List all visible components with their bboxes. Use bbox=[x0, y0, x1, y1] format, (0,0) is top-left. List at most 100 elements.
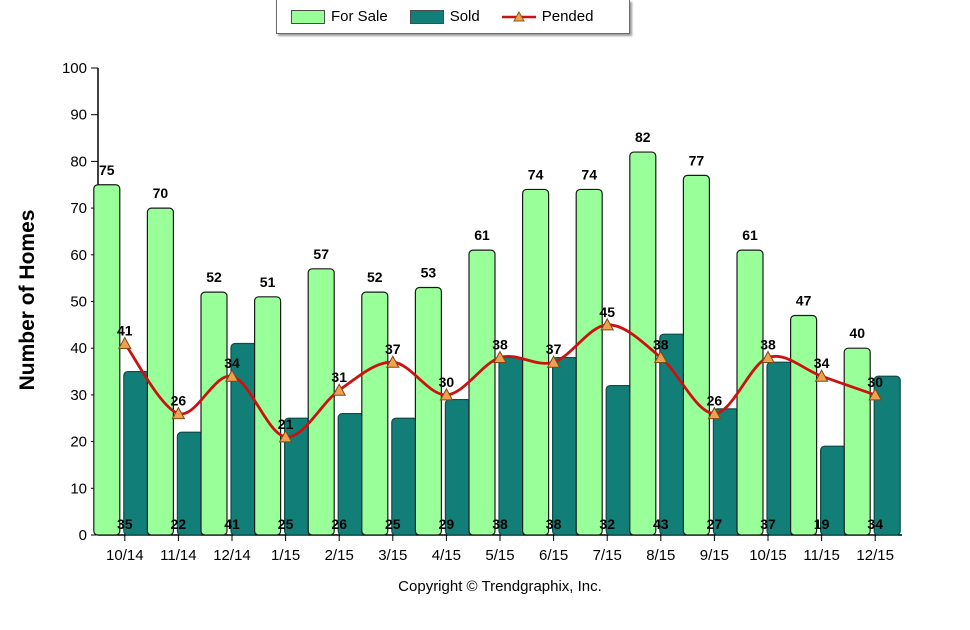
y-tick-label: 0 bbox=[79, 527, 87, 544]
x-tick-label: 8/15 bbox=[646, 547, 675, 564]
x-tick-label: 9/15 bbox=[700, 547, 729, 564]
sold-value-label: 41 bbox=[224, 516, 240, 532]
x-tick-label: 12/15 bbox=[856, 547, 894, 564]
sold-value-label: 35 bbox=[117, 516, 133, 532]
x-tick-label: 10/15 bbox=[749, 547, 787, 564]
pended-point-marker bbox=[814, 369, 829, 382]
for-sale-swatch bbox=[291, 9, 325, 24]
legend-item-sold: Sold bbox=[409, 8, 480, 25]
for-sale-value-label: 77 bbox=[689, 152, 705, 168]
for-sale-value-label: 52 bbox=[367, 269, 383, 285]
x-tick-label: 1/15 bbox=[271, 547, 300, 564]
for-sale-value-label: 40 bbox=[849, 325, 865, 341]
y-tick-label: 10 bbox=[70, 480, 87, 497]
for-sale-value-label: 53 bbox=[421, 264, 437, 280]
sold-value-label: 22 bbox=[171, 516, 187, 532]
bar-for-sale bbox=[307, 268, 335, 536]
sold-value-label: 38 bbox=[492, 516, 508, 532]
bar-for-sale bbox=[682, 174, 711, 536]
bar-for-sale bbox=[93, 184, 121, 536]
sold-value-label: 43 bbox=[653, 516, 669, 532]
x-tick-label: 11/14 bbox=[160, 547, 196, 564]
bar-sold bbox=[551, 356, 580, 536]
x-tick-label: 4/15 bbox=[432, 547, 461, 564]
pended-point-marker bbox=[761, 350, 775, 364]
y-tick-label: 20 bbox=[70, 434, 87, 451]
pended-value-label: 41 bbox=[117, 323, 133, 339]
y-tick-label: 30 bbox=[70, 387, 87, 404]
pended-point-marker bbox=[439, 387, 454, 401]
pended-value-label: 26 bbox=[171, 393, 187, 409]
sold-value-label: 26 bbox=[331, 516, 347, 532]
sold-value-label: 29 bbox=[439, 516, 455, 532]
bar-for-sale bbox=[200, 291, 228, 536]
pended-value-label: 26 bbox=[707, 393, 723, 409]
x-tick-label: 11/15 bbox=[803, 547, 839, 564]
legend-label-sold: Sold bbox=[449, 8, 480, 25]
pended-point-marker bbox=[332, 383, 347, 396]
sold-value-label: 37 bbox=[760, 516, 776, 532]
y-tick-label: 50 bbox=[70, 294, 87, 311]
bar-sold bbox=[873, 375, 901, 536]
pended-value-label: 38 bbox=[760, 337, 776, 353]
sold-value-label: 27 bbox=[707, 516, 723, 532]
bar-sold bbox=[230, 342, 258, 536]
x-tick-label: 3/15 bbox=[378, 547, 407, 564]
sold-value-label: 25 bbox=[385, 516, 401, 532]
x-tick-label: 6/15 bbox=[539, 547, 568, 564]
chart-legend: For Sale Sold Pended bbox=[276, 0, 630, 34]
legend-item-pended: Pended bbox=[501, 8, 594, 25]
legend-label-for-sale: For Sale bbox=[331, 8, 388, 25]
for-sale-value-label: 74 bbox=[528, 166, 544, 182]
y-tick-label: 100 bbox=[62, 60, 87, 77]
pended-point-marker bbox=[278, 429, 293, 443]
for-sale-value-label: 82 bbox=[635, 129, 651, 145]
pended-point-marker bbox=[868, 387, 883, 401]
pended-point-marker bbox=[600, 317, 615, 331]
pended-value-label: 30 bbox=[439, 374, 455, 390]
pended-point-marker bbox=[171, 406, 186, 420]
pended-value-label: 38 bbox=[653, 337, 669, 353]
pended-value-label: 38 bbox=[492, 337, 508, 353]
bar-sold bbox=[659, 333, 687, 536]
sold-value-label: 19 bbox=[814, 516, 830, 532]
legend-item-for-sale: For Sale bbox=[291, 8, 388, 25]
for-sale-value-label: 57 bbox=[313, 246, 329, 262]
pended-point-marker bbox=[707, 406, 722, 420]
pended-value-label: 30 bbox=[867, 374, 883, 390]
pended-point-marker bbox=[117, 336, 132, 350]
y-tick-label: 90 bbox=[70, 107, 87, 124]
for-sale-value-label: 47 bbox=[796, 293, 812, 309]
pended-value-label: 34 bbox=[224, 355, 240, 371]
pended-value-label: 34 bbox=[814, 355, 830, 371]
sold-value-label: 25 bbox=[278, 516, 294, 532]
bar-sold bbox=[605, 384, 633, 536]
pended-point-marker bbox=[225, 369, 239, 382]
pended-line-swatch bbox=[501, 10, 536, 21]
for-sale-value-label: 61 bbox=[474, 227, 490, 243]
sold-value-label: 32 bbox=[599, 516, 615, 532]
y-tick-label: 40 bbox=[70, 340, 87, 357]
bar-sold bbox=[766, 361, 794, 536]
pended-value-label: 37 bbox=[546, 341, 562, 357]
pended-point-marker bbox=[546, 355, 561, 368]
pended-point-marker bbox=[385, 355, 400, 368]
pended-value-label: 37 bbox=[385, 341, 401, 357]
bar-for-sale bbox=[146, 207, 174, 536]
y-tick-label: 70 bbox=[70, 200, 87, 217]
bar-for-sale bbox=[843, 347, 871, 536]
x-tick-label: 12/14 bbox=[213, 547, 251, 564]
for-sale-value-label: 70 bbox=[153, 185, 169, 201]
bar-for-sale bbox=[736, 249, 764, 536]
legend-label-pended: Pended bbox=[541, 8, 594, 25]
sold-value-label: 34 bbox=[867, 516, 883, 532]
pended-point-marker bbox=[653, 350, 668, 364]
sold-swatch bbox=[409, 9, 444, 24]
bar-for-sale bbox=[361, 291, 389, 536]
x-tick-label: 10/14 bbox=[106, 547, 144, 564]
for-sale-value-label: 51 bbox=[260, 274, 276, 290]
bar-sold bbox=[444, 398, 472, 536]
pended-value-label: 45 bbox=[599, 304, 615, 320]
pended-point-marker bbox=[493, 350, 507, 364]
for-sale-value-label: 52 bbox=[206, 269, 222, 285]
